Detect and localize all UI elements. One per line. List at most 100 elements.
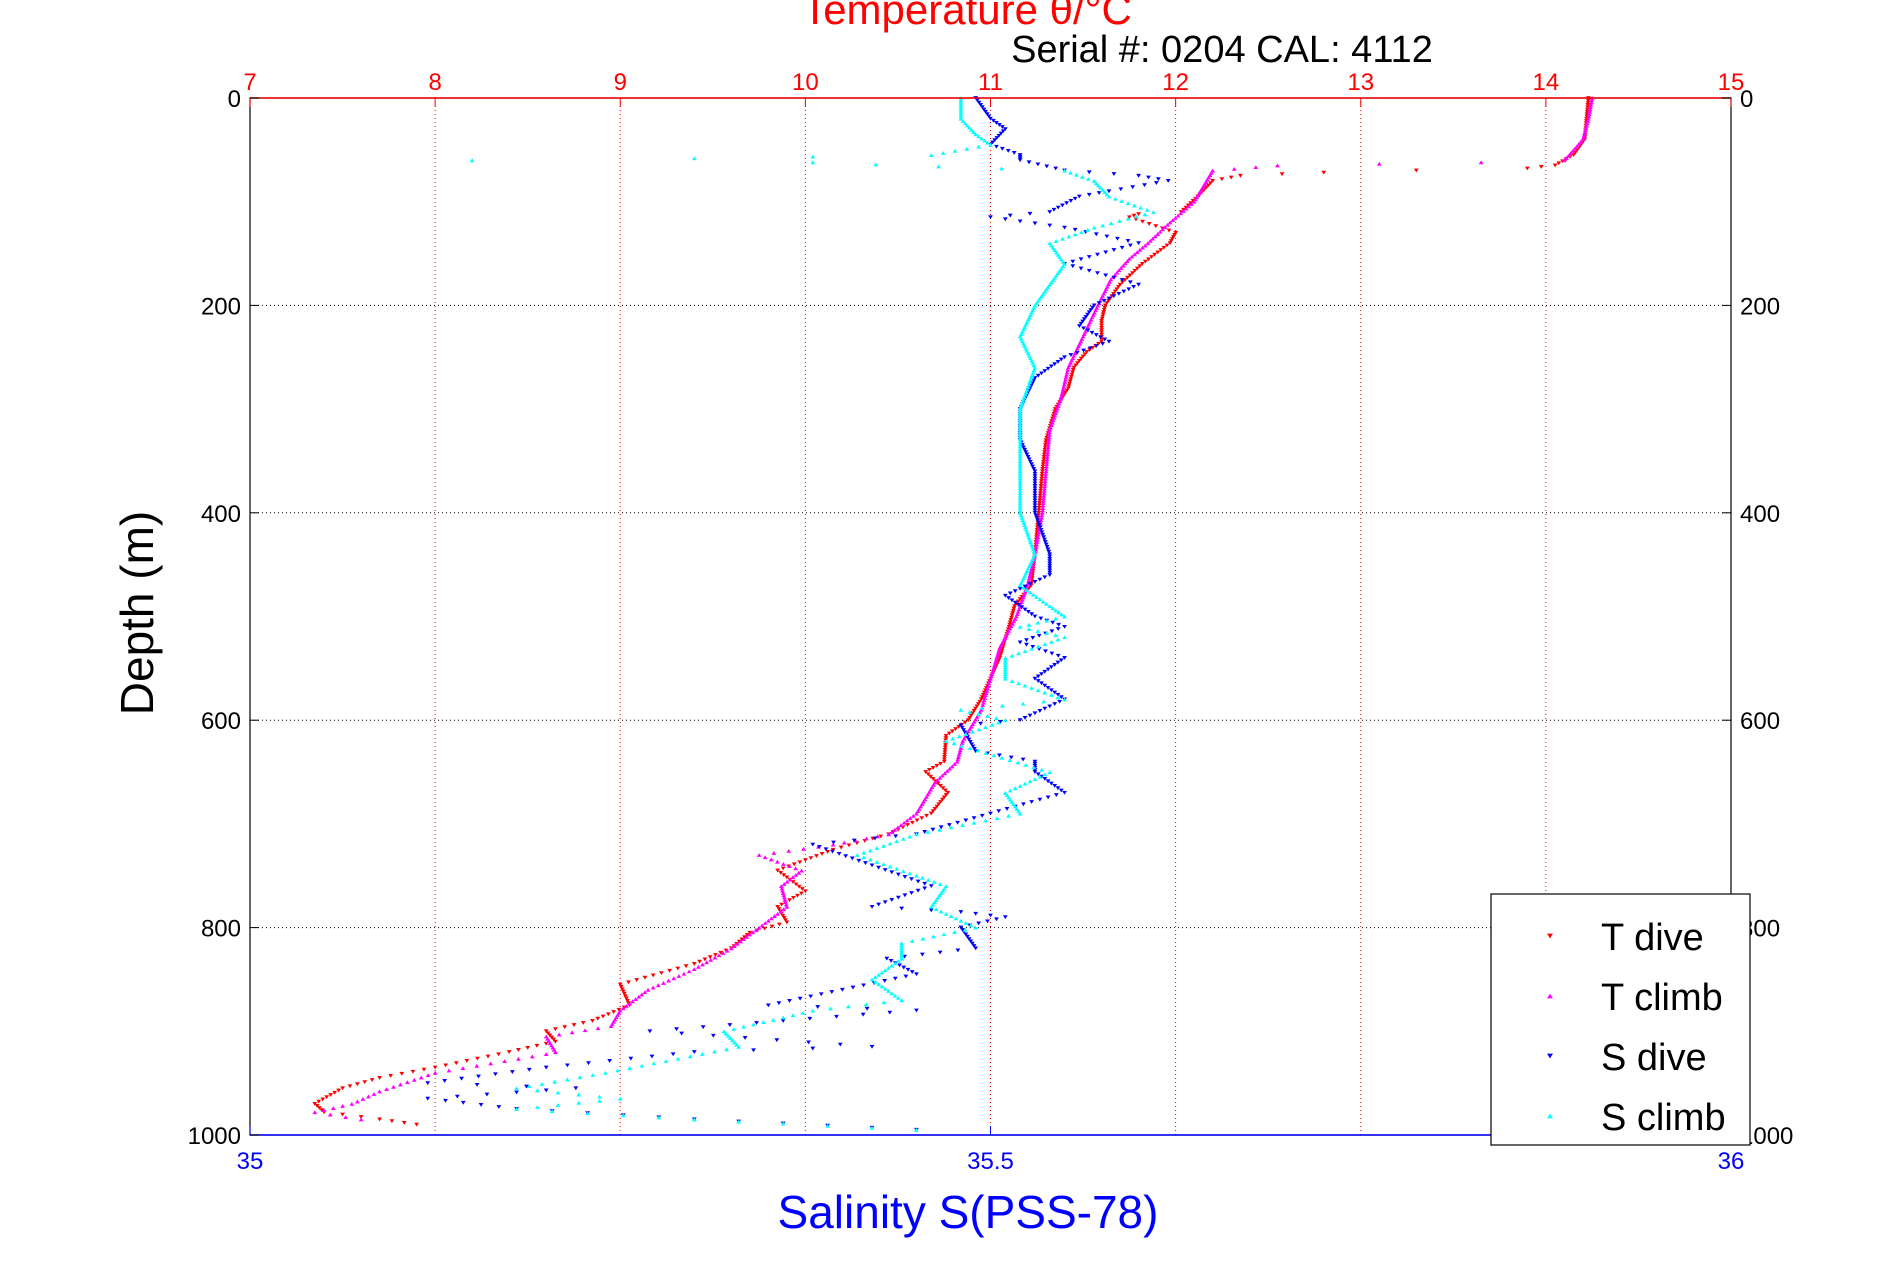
data-marker (1011, 151, 1017, 155)
temperature-tick-label: 9 (614, 69, 627, 96)
data-marker (736, 1044, 742, 1049)
data-marker (564, 1077, 570, 1082)
data-marker (818, 992, 824, 997)
data-marker (1064, 201, 1070, 206)
data-marker (1171, 235, 1176, 239)
data-marker (1044, 435, 1050, 440)
data-marker (996, 648, 1002, 652)
data-marker (971, 747, 977, 751)
data-marker (1125, 275, 1130, 280)
data-marker (1134, 266, 1140, 271)
data-marker (869, 1044, 875, 1049)
data-marker (938, 891, 944, 895)
data-marker (1168, 239, 1174, 244)
data-marker (340, 1112, 345, 1117)
data-marker (1040, 506, 1046, 510)
data-marker (1020, 518, 1026, 523)
data-marker (312, 1101, 318, 1106)
data-marker (1111, 291, 1116, 296)
data-marker (1036, 508, 1042, 513)
data-marker (620, 1006, 626, 1011)
data-marker (1055, 406, 1060, 411)
data-marker (681, 971, 687, 976)
data-marker (611, 1010, 617, 1014)
data-marker (691, 1050, 697, 1054)
data-marker (892, 993, 898, 998)
data-marker (1034, 301, 1039, 306)
data-marker (902, 893, 908, 898)
data-marker (991, 118, 996, 123)
data-marker (1057, 399, 1063, 404)
data-marker (1022, 649, 1028, 653)
data-marker (683, 964, 689, 969)
data-marker (830, 842, 836, 847)
data-marker (907, 834, 913, 839)
data-marker (718, 950, 724, 955)
depth-tick-label-right: 400 (1740, 501, 1780, 528)
data-marker (953, 916, 959, 921)
data-marker (1017, 421, 1023, 426)
data-marker (989, 722, 995, 727)
data-marker (1111, 275, 1117, 280)
data-marker (460, 1066, 466, 1071)
data-marker (1017, 419, 1023, 424)
data-marker (1045, 447, 1051, 452)
data-marker (950, 736, 956, 741)
data-marker (622, 994, 628, 999)
data-marker (1114, 270, 1120, 275)
data-marker (595, 1016, 601, 1021)
data-marker (1588, 105, 1593, 110)
legend-item: S dive (1547, 1037, 1707, 1079)
data-marker (1053, 411, 1059, 416)
data-marker (1039, 767, 1045, 772)
data-marker (974, 704, 980, 709)
legend-marker (1547, 933, 1553, 939)
data-marker (1035, 535, 1041, 540)
data-marker (404, 1080, 410, 1085)
data-marker (742, 935, 747, 940)
data-marker (1127, 280, 1133, 285)
data-marker (1081, 317, 1087, 322)
data-marker (1059, 392, 1065, 396)
data-marker (620, 989, 626, 994)
data-marker (1030, 636, 1036, 640)
data-marker (1581, 135, 1586, 140)
data-marker (894, 839, 900, 844)
data-marker (1045, 445, 1051, 449)
data-marker (1100, 187, 1106, 192)
data-marker (1162, 225, 1168, 229)
data-marker (1045, 795, 1051, 800)
data-marker (943, 788, 948, 793)
data-marker (1167, 220, 1173, 225)
data-marker (1055, 359, 1061, 364)
data-marker (1049, 420, 1055, 425)
data-marker (802, 858, 808, 863)
data-marker (1091, 303, 1097, 308)
data-marker (502, 1059, 507, 1064)
data-marker (935, 781, 941, 786)
data-marker (642, 990, 648, 995)
data-marker (753, 927, 759, 932)
data-marker (1027, 459, 1033, 464)
data-marker (555, 1090, 561, 1095)
data-marker (1002, 665, 1008, 670)
data-marker (963, 932, 969, 937)
data-marker (1058, 788, 1064, 793)
data-marker (1062, 697, 1067, 702)
data-marker (1099, 319, 1104, 323)
data-marker (1042, 683, 1048, 688)
data-marker (1024, 530, 1030, 535)
data-marker (934, 804, 940, 809)
data-marker (1017, 461, 1023, 466)
data-marker (897, 963, 902, 968)
data-marker (1075, 361, 1080, 366)
data-marker (836, 851, 842, 856)
data-marker (1048, 425, 1053, 430)
data-marker (1032, 614, 1038, 619)
data-marker (887, 1010, 893, 1015)
data-marker (869, 977, 875, 982)
data-marker (1008, 755, 1014, 760)
data-marker (914, 873, 919, 878)
data-marker (1041, 459, 1046, 464)
